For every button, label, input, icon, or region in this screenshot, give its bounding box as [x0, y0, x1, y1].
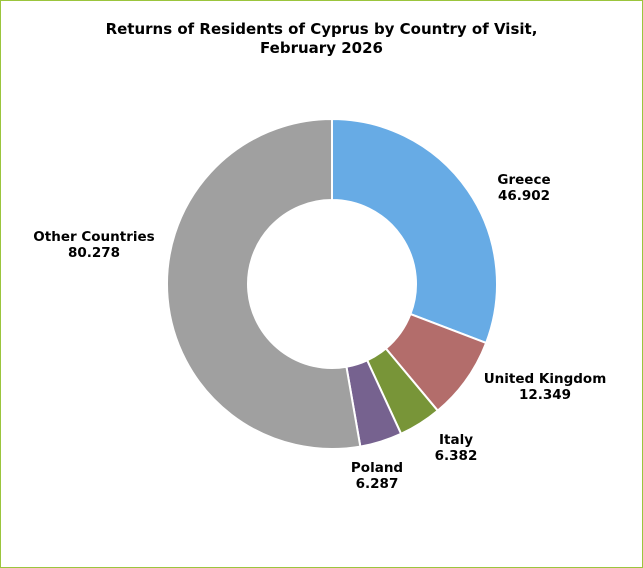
data-label-name: United Kingdom [484, 371, 607, 387]
data-label-value: 6.382 [435, 448, 478, 464]
data-label-name: Greece [497, 172, 550, 188]
chart-title-line-2: February 2026 [260, 39, 383, 57]
data-label-value: 6.287 [356, 476, 399, 492]
data-label-name: Other Countries [33, 229, 154, 245]
chart-title-line-1: Returns of Residents of Cyprus by Countr… [105, 20, 538, 38]
data-label-poland: Poland 6.287 [351, 460, 403, 492]
data-label-other-countries: Other Countries 80.278 [33, 229, 154, 261]
chart-title: Returns of Residents of Cyprus by Countr… [0, 20, 643, 58]
data-label-united-kingdom: United Kingdom 12.349 [484, 371, 607, 403]
doughnut-slices [166, 117, 498, 450]
slice-other-countries [166, 117, 362, 450]
data-label-name: Poland [351, 460, 403, 476]
data-label-value: 46.902 [498, 188, 550, 204]
data-label-name: Italy [439, 432, 473, 448]
data-label-greece: Greece 46.902 [497, 172, 550, 204]
data-label-value: 80.278 [68, 245, 120, 261]
data-label-value: 12.349 [519, 387, 571, 403]
data-label-italy: Italy 6.382 [435, 432, 478, 464]
slice-greece [331, 117, 498, 345]
